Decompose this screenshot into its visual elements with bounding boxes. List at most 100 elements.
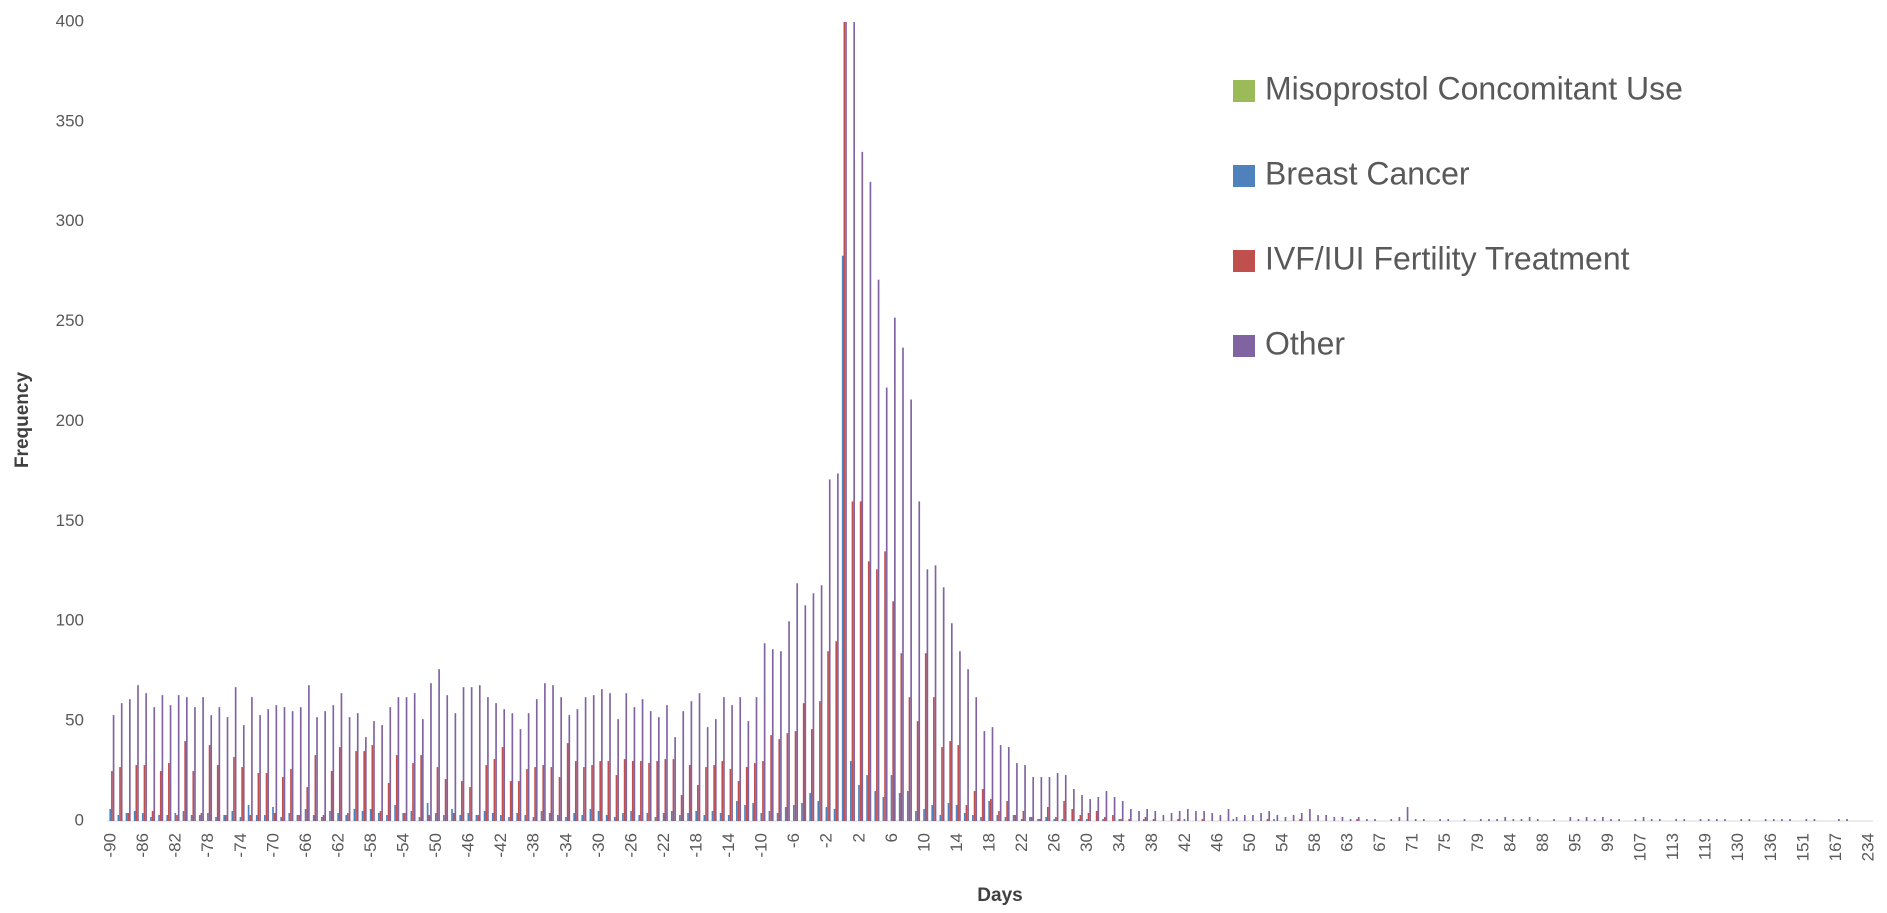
bar (353, 809, 356, 821)
x-tick-label: 119 (1696, 833, 1715, 860)
bar (475, 815, 478, 821)
bar (649, 711, 652, 821)
bar (991, 727, 994, 821)
bar (283, 707, 286, 821)
bar (1357, 817, 1360, 821)
x-tick-label: 75 (1435, 833, 1454, 852)
bar (202, 697, 204, 821)
y-tick-label: 0 (75, 810, 84, 829)
x-tick-label: -18 (687, 833, 706, 858)
bar (810, 729, 813, 821)
bar (338, 747, 341, 821)
bar (451, 809, 453, 821)
x-tick-label: 234 (1858, 833, 1877, 861)
bar (141, 813, 144, 821)
bar (923, 809, 925, 821)
bar (265, 773, 268, 821)
bar (159, 771, 162, 821)
bar (470, 687, 473, 821)
bar (329, 811, 331, 821)
bar (192, 771, 195, 821)
bar (736, 801, 738, 821)
bar (1243, 815, 1246, 821)
x-tick-label: -14 (719, 833, 738, 858)
bar (788, 621, 790, 821)
bar (1846, 819, 1848, 821)
bar (210, 715, 213, 821)
x-tick-label: 88 (1533, 833, 1552, 852)
bar (706, 727, 709, 821)
bar (1838, 819, 1840, 821)
x-tick-label: -66 (296, 833, 315, 858)
bar (1012, 815, 1015, 821)
bar (461, 781, 463, 821)
bar (1260, 813, 1262, 821)
bar (1252, 815, 1254, 821)
bar (434, 813, 437, 821)
x-tick-label: -82 (166, 833, 185, 858)
x-tick-label: -50 (426, 833, 445, 858)
bar (389, 707, 392, 821)
bar (485, 765, 488, 821)
bar (544, 683, 546, 821)
bar (166, 815, 169, 821)
bar (387, 783, 390, 821)
bar (430, 683, 432, 821)
bar (340, 693, 343, 821)
bar (843, 22, 846, 821)
bar (542, 765, 545, 821)
x-tick-label: -26 (621, 833, 640, 858)
bar (161, 695, 164, 821)
bar (745, 767, 748, 821)
bar (739, 697, 742, 821)
bar (158, 815, 160, 821)
bar (1439, 819, 1441, 821)
bar (845, 22, 847, 821)
bar (1569, 817, 1572, 821)
bar (695, 811, 698, 821)
bar (477, 815, 479, 821)
bar (377, 813, 380, 821)
bar (1037, 819, 1039, 821)
bar (1154, 811, 1157, 821)
bar (194, 707, 196, 821)
bar (931, 805, 934, 821)
bar (963, 813, 966, 821)
bar (218, 707, 221, 821)
bar (379, 811, 382, 821)
bar (119, 767, 121, 821)
bar (1030, 817, 1033, 821)
bar (117, 815, 120, 821)
bar (1593, 819, 1596, 821)
bar (682, 711, 685, 821)
bar (526, 769, 528, 821)
bar (259, 715, 261, 821)
bar (609, 693, 611, 821)
x-tick-label: -86 (133, 833, 152, 858)
bar (607, 761, 610, 821)
bar (1048, 777, 1051, 821)
bar (459, 815, 462, 821)
bar (1789, 819, 1791, 821)
bar (1079, 815, 1082, 821)
bar (1618, 819, 1620, 821)
bar (1585, 817, 1588, 821)
bar (348, 717, 351, 821)
bar (1268, 811, 1271, 821)
x-tick-label: 38 (1142, 833, 1161, 852)
bar (828, 479, 831, 821)
bar (109, 809, 112, 821)
bar (1422, 819, 1425, 821)
bar (794, 731, 797, 821)
bar (495, 703, 497, 821)
x-tick-label: -58 (361, 833, 380, 858)
bar (983, 731, 986, 821)
x-tick-label: -90 (101, 833, 120, 858)
bar (809, 793, 811, 821)
bar (1130, 809, 1132, 821)
bar (1675, 819, 1677, 821)
x-tick-label: 84 (1500, 833, 1519, 852)
x-tick-label: 18 (979, 833, 998, 852)
bar (980, 817, 982, 821)
bar (208, 745, 211, 821)
